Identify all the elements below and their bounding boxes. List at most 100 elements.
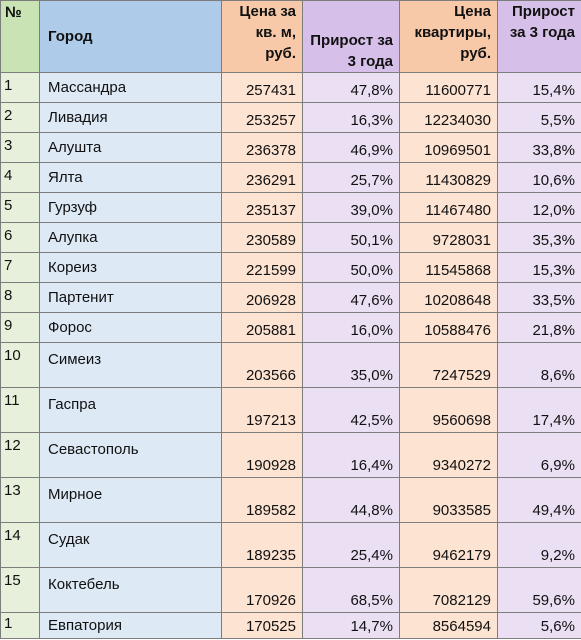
row-city: Гаспра [39,387,222,433]
table-row: 5 Гурзуф 235137 39,0% 11467480 12,0% [0,192,581,223]
row-growth: 50,1% [302,222,400,253]
row-growth: 50,0% [302,252,400,283]
row-num: 9 [0,312,40,343]
row-city: Партенит [39,282,222,313]
row-growth: 42,5% [302,387,400,433]
row-num: 4 [0,162,40,193]
row-city: Массандра [39,72,222,103]
table-row: 9 Форос 205881 16,0% 10588476 21,8% [0,312,581,343]
table-row: 8 Партенит 206928 47,6% 10208648 33,5% [0,282,581,313]
row-price: 189582 [221,477,303,523]
row-apartment-price: 11600771 [399,72,498,103]
row-growth: 47,6% [302,282,400,313]
row-apartment-price: 12234030 [399,102,498,133]
row-growth: 39,0% [302,192,400,223]
row-apartment-price: 9462179 [399,522,498,568]
header-price-per-sqm: Цена за кв. м, руб. [221,0,303,73]
row-city: Алушта [39,132,222,163]
row-growth: 35,0% [302,342,400,388]
row-city: Мирное [39,477,222,523]
row-apartment-growth: 8,6% [497,342,581,388]
row-apartment-growth: 49,4% [497,477,581,523]
row-growth: 25,7% [302,162,400,193]
row-num: 14 [0,522,40,568]
table-row: 11 Гаспра 197213 42,5% 9560698 17,4% [0,387,581,433]
table-row: 4 Ялта 236291 25,7% 11430829 10,6% [0,162,581,193]
row-city: Форос [39,312,222,343]
row-apartment-price: 7247529 [399,342,498,388]
row-apartment-growth: 5,6% [497,612,581,639]
row-num: 2 [0,102,40,133]
row-apartment-price: 11545868 [399,252,498,283]
row-price: 197213 [221,387,303,433]
row-city: Гурзуф [39,192,222,223]
row-apartment-growth: 17,4% [497,387,581,433]
row-apartment-price: 10969501 [399,132,498,163]
row-price: 236378 [221,132,303,163]
row-apartment-price: 9560698 [399,387,498,433]
row-price: 205881 [221,312,303,343]
row-price: 236291 [221,162,303,193]
header-num: № [0,0,40,73]
table-row: 1 Массандра 257431 47,8% 11600771 15,4% [0,72,581,103]
row-apartment-growth: 15,4% [497,72,581,103]
row-growth: 46,9% [302,132,400,163]
row-growth: 25,4% [302,522,400,568]
row-growth: 16,0% [302,312,400,343]
row-price: 206928 [221,282,303,313]
row-apartment-growth: 33,8% [497,132,581,163]
table-row: 12 Севастополь 190928 16,4% 9340272 6,9% [0,432,581,478]
row-apartment-price: 11467480 [399,192,498,223]
row-num: 8 [0,282,40,313]
row-apartment-growth: 21,8% [497,312,581,343]
row-num: 12 [0,432,40,478]
row-num: 15 [0,567,40,613]
table-row: 6 Алупка 230589 50,1% 9728031 35,3% [0,222,581,253]
table-row: 15 Коктебель 170926 68,5% 7082129 59,6% [0,567,581,613]
row-price: 235137 [221,192,303,223]
table-row: 13 Мирное 189582 44,8% 9033585 49,4% [0,477,581,523]
row-num: 6 [0,222,40,253]
row-num: 1 [0,612,40,639]
row-city: Евпатория [39,612,222,639]
row-apartment-price: 9033585 [399,477,498,523]
row-growth: 16,3% [302,102,400,133]
table-row: 3 Алушта 236378 46,9% 10969501 33,8% [0,132,581,163]
row-price: 221599 [221,252,303,283]
header-city: Город [39,0,222,73]
table-row: 10 Симеиз 203566 35,0% 7247529 8,6% [0,342,581,388]
row-apartment-growth: 5,5% [497,102,581,133]
row-price: 190928 [221,432,303,478]
row-apartment-growth: 59,6% [497,567,581,613]
row-city: Ливадия [39,102,222,133]
row-num: 1 [0,72,40,103]
row-apartment-growth: 12,0% [497,192,581,223]
row-city: Симеиз [39,342,222,388]
row-price: 257431 [221,72,303,103]
row-growth: 16,4% [302,432,400,478]
row-apartment-price: 9728031 [399,222,498,253]
row-num: 7 [0,252,40,283]
row-num: 13 [0,477,40,523]
row-apartment-price: 9340272 [399,432,498,478]
row-growth: 44,8% [302,477,400,523]
row-num: 10 [0,342,40,388]
row-apartment-price: 7082129 [399,567,498,613]
row-apartment-growth: 10,6% [497,162,581,193]
header-row: № Город Цена за кв. м, руб. Прирост за 3… [0,0,581,73]
table-row: 7 Кореиз 221599 50,0% 11545868 15,3% [0,252,581,283]
row-price: 230589 [221,222,303,253]
row-price: 203566 [221,342,303,388]
row-apartment-growth: 35,3% [497,222,581,253]
row-apartment-growth: 33,5% [497,282,581,313]
row-price: 170525 [221,612,303,639]
row-apartment-price: 10208648 [399,282,498,313]
header-apartment-growth: Прирост за 3 года [497,0,581,73]
row-apartment-price: 8564594 [399,612,498,639]
row-city: Кореиз [39,252,222,283]
row-growth: 14,7% [302,612,400,639]
row-price: 189235 [221,522,303,568]
row-num: 3 [0,132,40,163]
row-city: Алупка [39,222,222,253]
